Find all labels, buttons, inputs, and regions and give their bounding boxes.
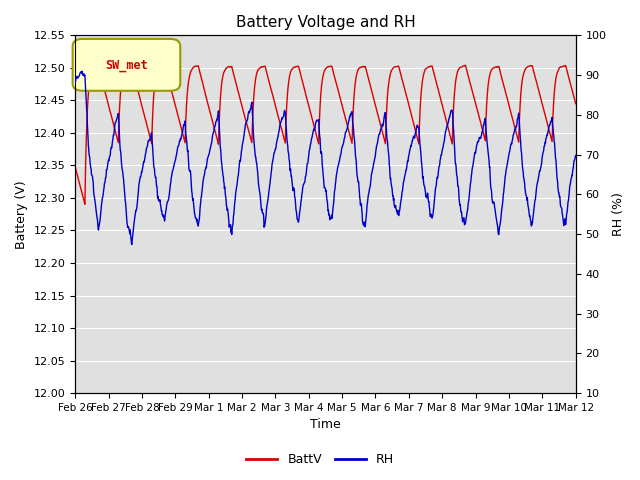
Title: Battery Voltage and RH: Battery Voltage and RH xyxy=(236,15,415,30)
Y-axis label: Battery (V): Battery (V) xyxy=(15,180,28,249)
FancyBboxPatch shape xyxy=(73,39,180,91)
Y-axis label: RH (%): RH (%) xyxy=(612,192,625,236)
Text: SW_met: SW_met xyxy=(106,59,148,72)
X-axis label: Time: Time xyxy=(310,419,341,432)
Legend: BattV, RH: BattV, RH xyxy=(241,448,399,471)
